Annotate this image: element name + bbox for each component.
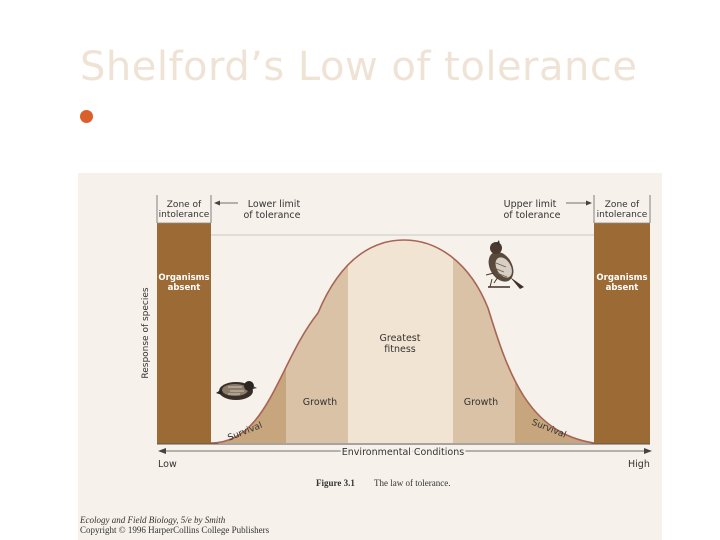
zone-left-label-2: intolerance <box>159 210 210 220</box>
tolerance-figure: Zone of intolerance Zone of intolerance … <box>78 173 662 540</box>
upper-limit-label-2: of tolerance <box>503 210 560 221</box>
tolerance-curve <box>210 239 595 444</box>
organisms-absent-right-1: Organisms <box>596 273 647 283</box>
organisms-absent-left-1: Organisms <box>158 273 209 283</box>
greatest-fitness-label-1: Greatest <box>380 333 421 344</box>
growth-right-label: Growth <box>464 397 498 408</box>
zone-left-label-1: Zone of <box>167 200 202 210</box>
credit-line-1: Ecology and Field Biology, 5/e by Smith <box>79 515 226 525</box>
growth-band-left <box>286 240 348 443</box>
right-zone-bar <box>594 223 650 444</box>
lower-limit-label-1: Lower limit <box>248 199 301 210</box>
caption-text: The law of tolerance. <box>374 478 450 488</box>
zone-right-label-1: Zone of <box>605 200 640 210</box>
left-zone-bar <box>157 223 211 444</box>
quail-icon <box>216 381 257 400</box>
credit-line-2: Copyright © 1996 HarperCollins College P… <box>80 525 270 535</box>
zone-right-label-2: intolerance <box>597 210 648 220</box>
growth-band-right <box>453 240 515 443</box>
growth-left-label: Growth <box>303 397 337 408</box>
survival-band-right <box>515 240 594 443</box>
curve-bands <box>211 240 594 443</box>
x-low-label: Low <box>158 459 177 470</box>
upper-limit-label-1: Upper limit <box>504 199 557 210</box>
survival-band-left <box>211 240 286 443</box>
x-axis-label: Environmental Conditions <box>342 447 464 458</box>
tolerance-diagram: Zone of intolerance Zone of intolerance … <box>79 195 652 535</box>
slide-title: Shelford’s Low of tolerance <box>80 44 638 90</box>
bullet-dot <box>80 110 93 123</box>
greatest-fitness-label-2: fitness <box>384 344 416 355</box>
fitness-band <box>348 240 453 443</box>
songbird-icon <box>485 240 524 289</box>
caption-bold: Figure 3.1 <box>316 478 355 488</box>
organisms-absent-left-2: absent <box>168 283 201 293</box>
organisms-absent-right-2: absent <box>606 283 639 293</box>
lower-limit-label-2: of tolerance <box>243 210 300 221</box>
x-high-label: High <box>628 459 650 470</box>
y-axis-label: Response of species <box>141 287 151 379</box>
